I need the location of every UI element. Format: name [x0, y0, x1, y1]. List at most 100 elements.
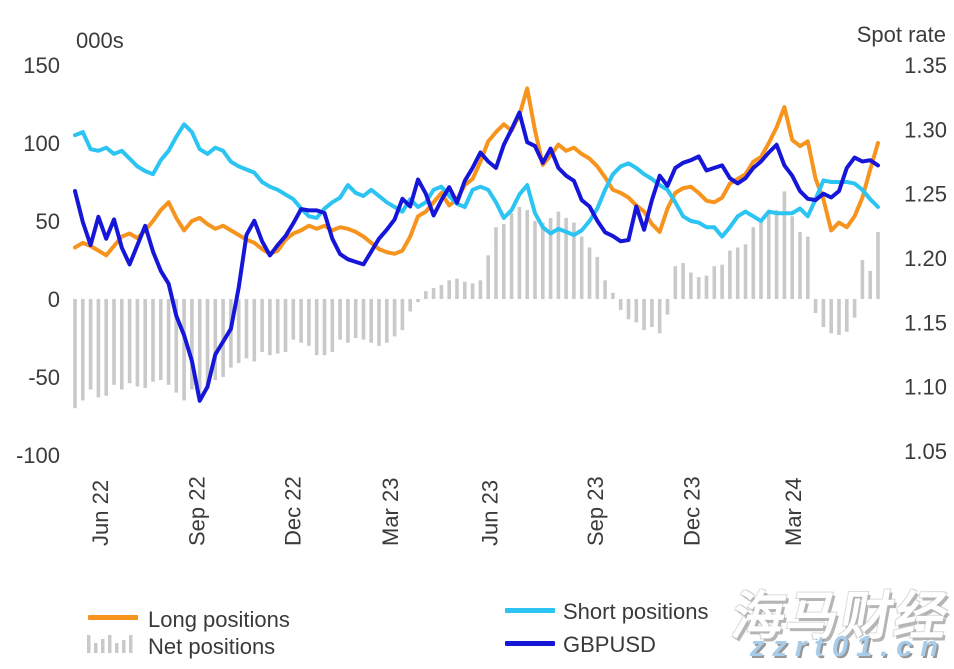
- net-positions-bar: [283, 299, 288, 352]
- gbpusd-legend-swatch: [505, 641, 555, 646]
- net-positions-bar: [712, 266, 717, 299]
- net-positions-bar: [650, 299, 654, 328]
- net-positions-bar: [704, 275, 709, 299]
- net-positions-legend-label: Net positions: [148, 634, 276, 659]
- x-tick-label: Jun 22: [88, 480, 113, 546]
- net-positions-bar: [541, 222, 545, 299]
- net-positions-bar: [299, 299, 303, 343]
- net-positions-bar: [751, 227, 756, 299]
- net-positions-bar: [353, 299, 358, 338]
- right-tick-label: 1.35: [904, 53, 947, 78]
- net-positions-bar: [135, 299, 140, 387]
- net-positions-bar: [275, 299, 280, 354]
- net-positions-bar: [190, 299, 194, 390]
- net-positions-bar: [782, 191, 787, 299]
- net-positions-bar: [159, 299, 163, 381]
- net-positions-bar: [860, 260, 865, 299]
- net-positions-bar: [689, 272, 693, 299]
- x-tick-label: Dec 23: [680, 476, 705, 546]
- right-tick-label: 1.25: [904, 182, 947, 207]
- x-tick-label: Sep 22: [185, 476, 210, 546]
- net-positions-bar: [517, 207, 522, 299]
- net-positions-bar: [73, 299, 77, 409]
- net-positions-bar: [244, 299, 249, 359]
- net-positions-bar: [681, 263, 685, 299]
- net-positions-bar: [455, 278, 459, 299]
- net-positions-bar: [314, 299, 319, 356]
- net-positions-bar: [96, 299, 101, 398]
- net-positions-bar: [720, 264, 724, 299]
- net-positions-bar: [268, 299, 272, 356]
- net-positions-bar: [774, 210, 779, 299]
- net-positions-bar: [728, 250, 732, 299]
- right-tick-label: 1.05: [904, 439, 947, 464]
- net-positions-bar: [385, 299, 389, 343]
- net-positions-bar: [806, 236, 810, 299]
- net-positions-bar: [424, 291, 428, 299]
- net-positions-bar: [81, 299, 85, 401]
- net-positions-bar: [197, 299, 202, 401]
- net-positions-bar: [696, 277, 701, 299]
- net-positions-bar: [657, 299, 662, 334]
- short-positions-line: [73, 122, 880, 239]
- short-positions-legend-label: Short positions: [563, 599, 709, 624]
- net-positions-bar: [548, 217, 553, 299]
- net-positions-bar: [525, 210, 529, 299]
- net-positions-bar: [346, 299, 350, 343]
- net-positions-bar: [486, 255, 490, 299]
- net-positions-bar: [743, 244, 748, 299]
- net-positions-bar: [416, 299, 420, 303]
- net-positions-bar: [852, 299, 857, 318]
- x-tick-label: Sep 23: [583, 476, 608, 546]
- net-positions-bar: [112, 299, 116, 385]
- net-positions-bar: [205, 299, 210, 390]
- x-tick-label: Mar 23: [378, 478, 403, 546]
- net-positions-bar: [463, 281, 467, 299]
- net-positions-bar: [213, 299, 218, 381]
- net-positions-bar: [634, 299, 639, 323]
- net-positions-bar: [291, 299, 296, 340]
- x-tick-label: Jun 23: [478, 480, 503, 546]
- net-positions-bar: [829, 299, 833, 334]
- net-positions-bar: [626, 299, 631, 320]
- net-positions-bar: [392, 299, 397, 337]
- left-axis-title: 000s: [76, 28, 124, 53]
- net-positions-bar: [369, 299, 373, 343]
- net-positions-bar: [642, 299, 646, 331]
- long-positions-legend-label: Long positions: [148, 607, 290, 632]
- left-tick-label: 150: [23, 53, 60, 78]
- net-positions-bar: [813, 299, 818, 313]
- right-tick-label: 1.20: [904, 246, 947, 271]
- net-positions-bar: [307, 299, 311, 346]
- net-positions-bar: [120, 299, 124, 390]
- net-positions-bar: [377, 299, 381, 346]
- net-positions-bar: [798, 231, 802, 299]
- net-positions-bar: [579, 236, 584, 299]
- net-positions-bar: [564, 217, 568, 299]
- right-tick-label: 1.30: [904, 117, 947, 142]
- net-positions-bar: [767, 211, 771, 299]
- net-positions-bar: [595, 256, 600, 299]
- net-positions-bar: [735, 247, 740, 299]
- right-axis-ticks: 1.35 1.30 1.25 1.20 1.15 1.10 1.05: [904, 53, 947, 464]
- net-positions-bar: [673, 266, 678, 299]
- net-positions-bar: [611, 292, 615, 299]
- series-lines: [73, 86, 880, 403]
- net-positions-bar: [236, 299, 241, 363]
- short-positions-legend-swatch: [505, 608, 555, 613]
- left-tick-label: -100: [16, 443, 60, 468]
- net-positions-bar: [494, 227, 498, 299]
- net-positions-bar: [439, 285, 444, 299]
- net-positions-bar: [229, 299, 233, 368]
- net-positions-bar: [252, 299, 257, 362]
- left-tick-label: 0: [48, 287, 60, 312]
- net-positions-bar: [104, 299, 108, 396]
- net-positions-bar: [166, 299, 171, 385]
- net-positions-bar: [408, 299, 412, 312]
- net-positions-bar: [837, 299, 841, 335]
- net-positions-bar: [470, 283, 475, 299]
- net-positions-bar: [361, 299, 366, 340]
- net-positions-bar: [151, 299, 155, 382]
- net-positions-legend-icon: [87, 635, 133, 653]
